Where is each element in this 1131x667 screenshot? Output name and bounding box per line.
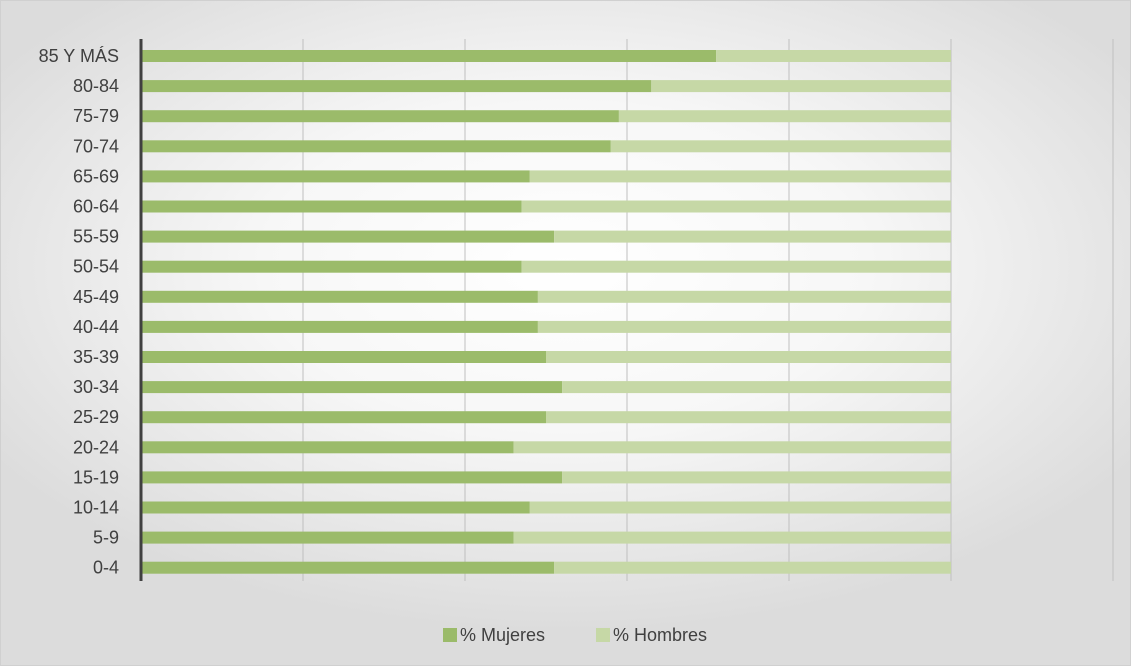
bar-mujeres (141, 320, 538, 333)
bar-hombres (716, 50, 951, 62)
bar-hombres (651, 80, 951, 93)
bar-mujeres (141, 200, 522, 213)
category-label: 45-49 (73, 287, 119, 307)
category-label: 75-79 (73, 106, 119, 126)
gridlines (302, 39, 1114, 581)
legend: % Mujeres % Hombres (443, 625, 707, 645)
bar-hombres (546, 411, 951, 424)
legend-label: % Hombres (613, 625, 707, 645)
category-label: 65-69 (73, 166, 119, 186)
bar-hombres (610, 140, 951, 153)
bar-mujeres (141, 110, 619, 123)
bar-mujeres (141, 351, 546, 363)
category-label: 85 Y MÁS (39, 46, 119, 66)
bar-hombres (554, 561, 951, 574)
bar-hombres (562, 471, 951, 484)
category-label: 10-14 (73, 498, 119, 518)
bar-mujeres (141, 561, 555, 574)
category-axis-labels: 85 Y MÁS 80-84 75-79 70-74 65-69 60-64 55-59 50… (39, 46, 119, 578)
bar-mujeres (141, 50, 717, 62)
category-label: 5-9 (93, 528, 119, 548)
bar-mujeres (141, 230, 555, 243)
category-label: 35-39 (73, 347, 119, 367)
bar-mujeres (141, 170, 530, 183)
bar-hombres (537, 320, 951, 333)
bar-mujeres (141, 381, 563, 394)
bar-mujeres (141, 80, 652, 93)
category-label: 70-74 (73, 136, 119, 156)
bar-hombres (546, 351, 951, 363)
category-label: 20-24 (73, 437, 119, 457)
bar-mujeres (141, 441, 514, 454)
category-label: 80-84 (73, 76, 119, 96)
bar-mujeres (141, 290, 538, 303)
category-label: 30-34 (73, 377, 119, 397)
bar-mujeres (141, 471, 563, 484)
bar-hombres (521, 200, 951, 213)
bar-mujeres (141, 501, 530, 514)
bar-hombres (529, 170, 951, 183)
category-label: 60-64 (73, 197, 119, 217)
legend-label: % Mujeres (460, 625, 545, 645)
category-label: 55-59 (73, 227, 119, 247)
bar-mujeres (141, 531, 514, 544)
bar-hombres (562, 381, 951, 394)
legend-swatch (596, 628, 610, 642)
legend-swatch (443, 628, 457, 642)
category-label: 40-44 (73, 317, 119, 337)
bar-hombres (537, 290, 951, 303)
bar-hombres (618, 110, 951, 123)
bar-hombres (521, 260, 951, 273)
bar-mujeres (141, 140, 611, 153)
category-label: 15-19 (73, 467, 119, 487)
bars (141, 50, 951, 574)
category-label: 25-29 (73, 407, 119, 427)
bar-hombres (529, 501, 951, 514)
bar-mujeres (141, 411, 546, 424)
category-label: 50-54 (73, 257, 119, 277)
bar-mujeres (141, 260, 522, 273)
bar-hombres (513, 441, 951, 454)
bar-hombres (554, 230, 951, 243)
bar-hombres (513, 531, 951, 544)
category-label: 0-4 (93, 558, 119, 578)
